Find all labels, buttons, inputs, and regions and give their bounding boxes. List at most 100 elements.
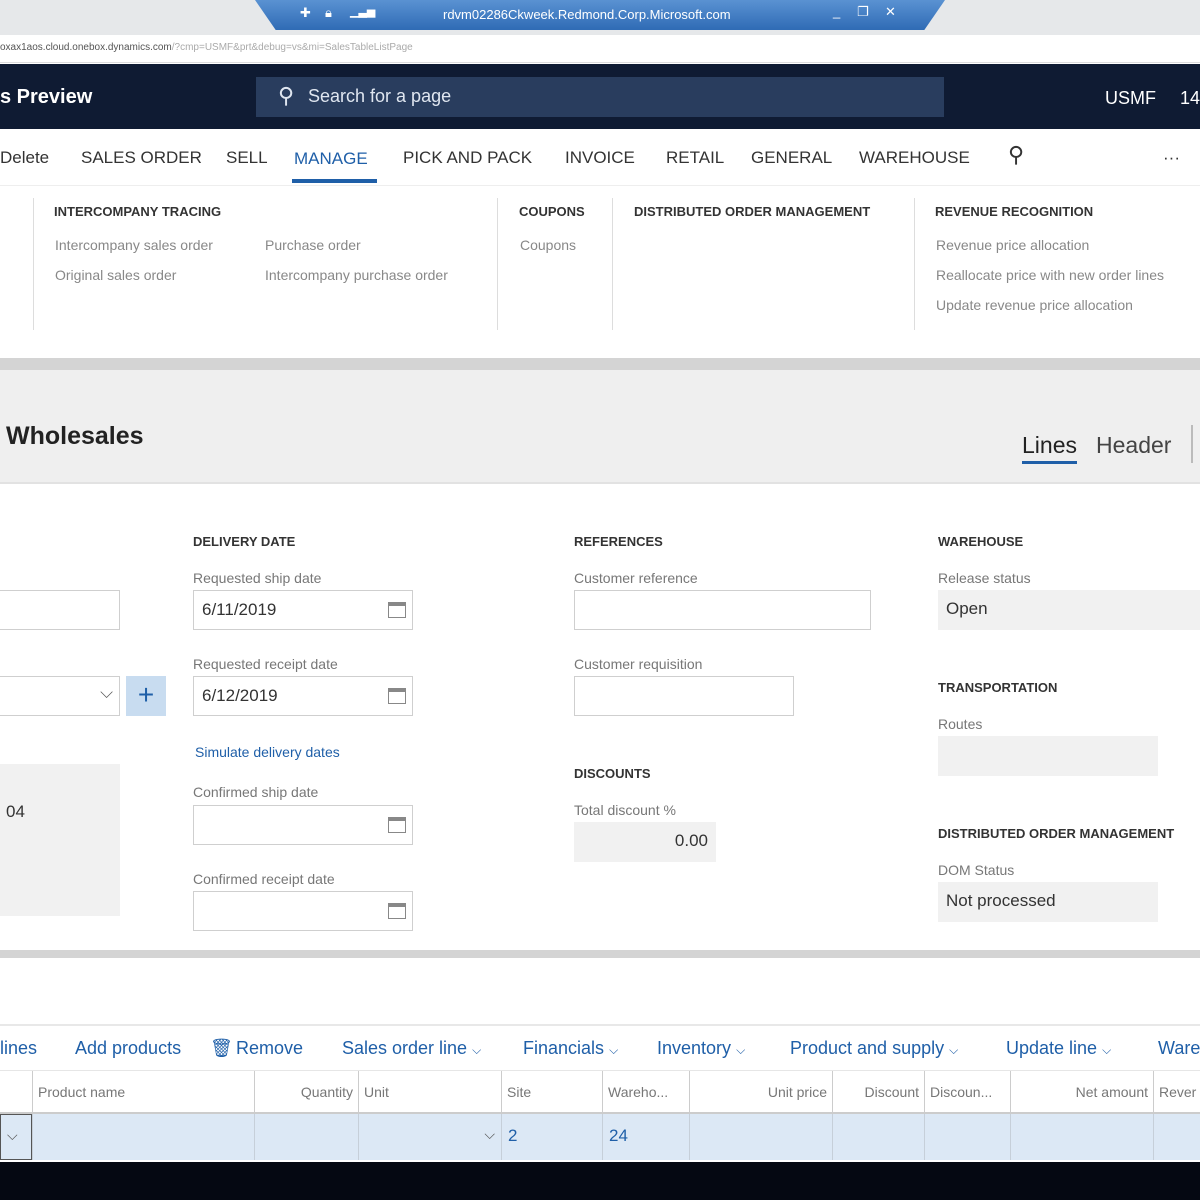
tab-pick-and-pack[interactable]: PICK AND PACK (403, 148, 533, 167)
nav-extra[interactable]: 14 (1180, 88, 1200, 108)
tab-manage[interactable]: MANAGE (294, 149, 368, 168)
update-revenue-price-link[interactable]: Update revenue price allocation (936, 297, 1133, 313)
column-discount[interactable]: Discount (832, 1071, 924, 1113)
add-products-button[interactable]: Add products (75, 1038, 182, 1058)
add-button[interactable]: + (126, 676, 166, 716)
discounts-heading: DISCOUNTS (574, 766, 651, 781)
customer-reference-label: Customer reference (574, 570, 698, 586)
pin-icon[interactable]: ✚ (300, 5, 311, 20)
cell-unit-price[interactable] (689, 1114, 832, 1160)
trash-icon[interactable]: 🗑︎ (210, 1038, 233, 1058)
cell-product-name[interactable] (32, 1114, 254, 1160)
remove-button[interactable]: Remove (236, 1038, 304, 1058)
requested-receipt-label: Requested receipt date (193, 656, 338, 672)
close-icon[interactable]: ✕ (885, 4, 896, 19)
simulate-delivery-dates-link[interactable]: Simulate delivery dates (195, 744, 340, 760)
release-status-label: Release status (938, 570, 1031, 586)
routes-value (938, 736, 1158, 776)
intercompany-sales-order-link[interactable]: Intercompany sales order (55, 237, 213, 253)
cell-unit[interactable]: ⌵ (358, 1114, 501, 1160)
transportation-heading: TRANSPORTATION (938, 680, 1058, 695)
column-warehouse[interactable]: Wareho... (602, 1071, 689, 1113)
sales-order-line-menu[interactable]: Sales order line ⌵ (342, 1038, 481, 1059)
address-bar[interactable]: oxax1aos.cloud.onebox.dynamics.com/?cmp=… (0, 35, 1200, 63)
calendar-icon[interactable] (388, 602, 406, 618)
cell-discount-percent[interactable] (924, 1114, 1010, 1160)
tab-delete[interactable]: Delete (0, 148, 50, 167)
remote-host: rdvm02286Ckweek.Redmond.Corp.Microsoft.c… (443, 7, 731, 22)
tab-general[interactable]: GENERAL (751, 148, 833, 167)
minimize-icon[interactable]: _ (833, 4, 841, 19)
requested-receipt-date-input[interactable]: 6/12/2019 (193, 676, 413, 716)
lines-toolbar: lines Add products 🗑︎ Remove Sales order… (0, 1024, 1200, 1070)
tab-sales-order[interactable]: SALES ORDER (81, 148, 202, 167)
intercompany-heading: INTERCOMPANY TRACING (54, 204, 222, 219)
divider (612, 198, 613, 330)
calendar-icon[interactable] (388, 817, 406, 833)
requested-ship-date-input[interactable]: 6/11/2019 (193, 590, 413, 630)
purchase-order-link[interactable]: Purchase order (265, 237, 361, 253)
restore-icon[interactable]: ❐ (857, 4, 869, 19)
tab-retail[interactable]: RETAIL (666, 148, 725, 167)
reallocate-price-link[interactable]: Reallocate price with new order lines (936, 267, 1164, 283)
confirmed-receipt-date-input[interactable] (193, 891, 413, 931)
financials-menu[interactable]: Financials ⌵ (523, 1038, 618, 1059)
separator (0, 950, 1200, 958)
column-discount-percent[interactable]: Discoun... (924, 1071, 1010, 1113)
cell-quantity[interactable] (254, 1114, 358, 1160)
update-line-menu[interactable]: Update line ⌵ (1006, 1038, 1111, 1059)
cell-revenue[interactable] (1153, 1114, 1200, 1160)
cell-warehouse[interactable]: 24 (602, 1114, 689, 1160)
chevron-down-icon[interactable]: ⌵ (0, 1114, 32, 1160)
app-title: s Preview (0, 86, 93, 108)
inventory-label: Inventory (657, 1038, 732, 1058)
table-row[interactable]: ⌵ ⌵ 2 24 (0, 1114, 1200, 1160)
cell-site[interactable]: 2 (501, 1114, 602, 1160)
more-icon[interactable]: ··· (1163, 148, 1180, 167)
action-pane-tabs: Delete SALES ORDER SELL MANAGE PICK AND … (0, 130, 1200, 186)
cell-net-amount[interactable] (1010, 1114, 1153, 1160)
column-unit-price[interactable]: Unit price (689, 1071, 832, 1113)
coupons-heading: COUPONS (519, 204, 585, 219)
calendar-icon[interactable] (388, 688, 406, 704)
lines-button[interactable]: lines (0, 1038, 38, 1058)
column-site[interactable]: Site (501, 1071, 602, 1113)
revenue-price-allocation-link[interactable]: Revenue price allocation (936, 237, 1090, 253)
original-sales-order-link[interactable]: Original sales order (55, 267, 177, 283)
confirmed-ship-date-input[interactable] (193, 805, 413, 845)
tab-invoice[interactable]: INVOICE (565, 148, 635, 167)
customer-reference-input[interactable] (574, 590, 871, 630)
signal-icon: ▁▃▅ (350, 6, 376, 18)
search-input[interactable]: ⚲ Search for a page (256, 77, 944, 117)
column-unit[interactable]: Unit (358, 1071, 501, 1113)
customer-requisition-input[interactable] (574, 676, 794, 716)
tab-sell[interactable]: SELL (226, 148, 268, 167)
chevron-down-icon: ⌵ (736, 1043, 746, 1057)
left-dropdown[interactable]: ⌵ (0, 676, 120, 716)
coupons-link[interactable]: Coupons (520, 237, 577, 253)
search-icon[interactable]: ⚲ (1008, 142, 1025, 167)
remote-desktop-connection-bar: ✚ 🔒︎ ▁▃▅ rdvm02286Ckweek.Redmond.Corp.Mi… (255, 0, 945, 30)
url-query: /?cmp=USMF&prt&debug=vs&mi=SalesTableLis… (171, 42, 413, 53)
column-revenue[interactable]: Rever (1153, 1071, 1200, 1113)
calendar-icon[interactable] (388, 903, 406, 919)
tab-header[interactable]: Header (1096, 432, 1172, 458)
cell-discount[interactable] (832, 1114, 924, 1160)
column-net-amount[interactable]: Net amount (1010, 1071, 1153, 1113)
intercompany-purchase-order-link[interactable]: Intercompany purchase order (265, 267, 448, 283)
product-and-supply-menu[interactable]: Product and supply ⌵ (790, 1038, 958, 1059)
chevron-down-icon: ⌵ (100, 683, 113, 702)
header-form: ⌵ + 04 DELIVERY DATE Requested ship date… (0, 482, 1200, 950)
warehouse-menu[interactable]: Ware (1158, 1038, 1200, 1058)
chevron-down-icon: ⌵ (472, 1043, 482, 1057)
tab-lines[interactable]: Lines (1022, 432, 1077, 464)
inventory-menu[interactable]: Inventory ⌵ (657, 1038, 745, 1059)
company-picker[interactable]: USMF (1105, 88, 1156, 108)
column-product-name[interactable]: Product name (32, 1071, 254, 1113)
tab-warehouse[interactable]: WAREHOUSE (859, 148, 970, 167)
page-title: Wholesales (6, 422, 144, 450)
left-field[interactable] (0, 590, 120, 630)
column-quantity[interactable]: Quantity (254, 1071, 358, 1113)
divider (1191, 425, 1193, 463)
financials-label: Financials (523, 1038, 605, 1058)
